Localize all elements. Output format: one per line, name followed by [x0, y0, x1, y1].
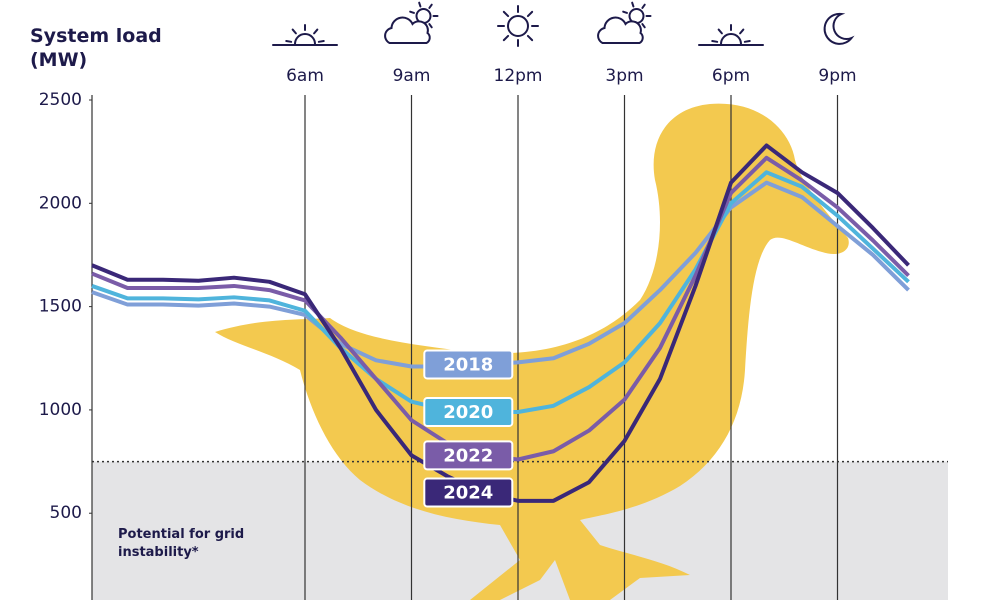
icon-ray [526, 34, 534, 42]
icon-ray [418, 1, 422, 8]
y-tick-label: 500 [50, 503, 82, 523]
icon-ray [409, 10, 415, 14]
x-tick-label: 9pm [818, 66, 856, 86]
time-icon [384, 1, 439, 44]
icon-ray [526, 10, 534, 18]
x-tick-label: 6pm [712, 66, 750, 86]
icon-ray [641, 23, 646, 29]
icon-ray [313, 28, 319, 35]
labels: 500 1000 1500 2000 2500 6am 9am 12pm 3pm 6pm 9pm 20… [39, 1, 857, 523]
y-tick-label: 2000 [39, 193, 82, 213]
y-tick-label: 2500 [39, 90, 82, 110]
icon-sun [720, 33, 742, 45]
annotation: Potential for grid instability* [118, 527, 245, 560]
icon-ray [291, 28, 297, 35]
x-tick-label: 3pm [605, 66, 643, 86]
time-icon [698, 24, 764, 46]
icon-ray [428, 3, 433, 9]
icon-sun [294, 33, 316, 45]
icon-cloud [384, 16, 431, 44]
time-icon [497, 5, 539, 47]
legend-box [423, 349, 514, 380]
y-tick-label: 1000 [39, 400, 82, 420]
time-icon [823, 12, 855, 45]
time-icon [272, 24, 338, 46]
legend-label: 2022 [443, 445, 493, 466]
icon-moon [823, 12, 855, 45]
x-tick-label: 12pm [494, 66, 543, 86]
x-tick-label: 9am [393, 66, 431, 86]
icon-ray [428, 23, 433, 29]
icon-ray [743, 40, 751, 43]
time-icon [597, 1, 652, 44]
legend-box [423, 440, 514, 471]
icon-cloud [597, 16, 644, 44]
icon-ray [502, 10, 510, 18]
icon-ray [739, 28, 745, 35]
icon-ray [641, 3, 646, 9]
icon-ray [285, 40, 293, 43]
icon-ray [317, 40, 325, 43]
x-tick-label: 6am [286, 66, 324, 86]
legend-box [423, 396, 514, 427]
grid [89, 95, 948, 600]
icon-ray [711, 40, 719, 43]
icon-ray [502, 34, 510, 42]
duck-illustration [215, 103, 849, 600]
icon-ray [717, 28, 723, 35]
legend-label: 2018 [443, 354, 493, 375]
legend-label: 2024 [443, 483, 493, 504]
icon-ray [622, 10, 628, 14]
legend-box [423, 477, 514, 508]
icon-sun [507, 15, 529, 37]
icon-ray [631, 1, 635, 8]
y-tick-label: 1500 [39, 297, 82, 317]
legend-label: 2020 [443, 402, 493, 423]
y-axis-title: System load (MW) [30, 25, 162, 71]
